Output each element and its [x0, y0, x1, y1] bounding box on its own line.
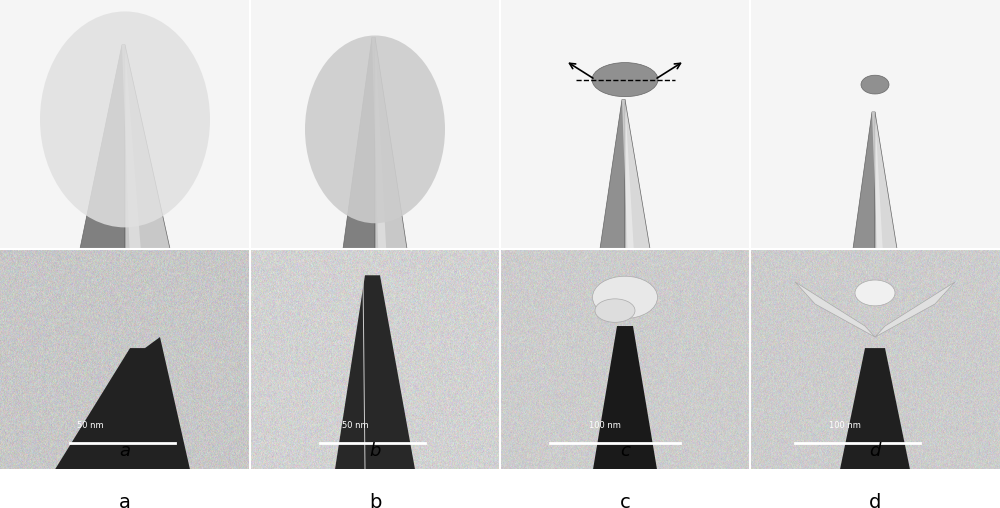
Bar: [250, 249, 500, 469]
Bar: [0, 249, 250, 469]
Polygon shape: [372, 37, 386, 249]
Text: a: a: [120, 442, 130, 460]
Bar: [750, 0, 1000, 249]
Polygon shape: [593, 326, 657, 469]
Text: 50 nm: 50 nm: [77, 421, 103, 430]
Ellipse shape: [595, 299, 635, 322]
Ellipse shape: [305, 36, 445, 224]
Bar: [0, 0, 250, 249]
Polygon shape: [122, 45, 141, 249]
Text: c: c: [620, 493, 630, 508]
Polygon shape: [875, 112, 897, 249]
Ellipse shape: [861, 75, 889, 94]
Polygon shape: [375, 37, 407, 249]
Polygon shape: [795, 282, 875, 337]
Polygon shape: [875, 282, 955, 337]
Polygon shape: [853, 112, 875, 249]
Ellipse shape: [855, 280, 895, 306]
Ellipse shape: [592, 62, 658, 97]
Text: 100 nm: 100 nm: [589, 421, 621, 430]
Polygon shape: [80, 45, 125, 249]
Ellipse shape: [40, 12, 210, 228]
Polygon shape: [55, 337, 190, 469]
Polygon shape: [840, 348, 910, 469]
Text: a: a: [119, 493, 131, 508]
Polygon shape: [600, 100, 625, 249]
Text: b: b: [369, 493, 381, 508]
Bar: [250, 0, 500, 249]
Text: 100 nm: 100 nm: [829, 421, 861, 430]
Text: c: c: [620, 442, 630, 460]
Text: d: d: [869, 442, 881, 460]
Text: b: b: [369, 442, 381, 460]
Text: d: d: [869, 493, 881, 508]
Ellipse shape: [592, 276, 658, 319]
Bar: [750, 249, 1000, 469]
Polygon shape: [622, 100, 634, 249]
Text: 50 nm: 50 nm: [342, 421, 368, 430]
Bar: [500, 249, 750, 469]
Polygon shape: [335, 275, 415, 469]
Polygon shape: [872, 112, 883, 249]
Polygon shape: [625, 100, 650, 249]
Bar: [500, 0, 750, 249]
Polygon shape: [125, 45, 170, 249]
Polygon shape: [343, 37, 375, 249]
